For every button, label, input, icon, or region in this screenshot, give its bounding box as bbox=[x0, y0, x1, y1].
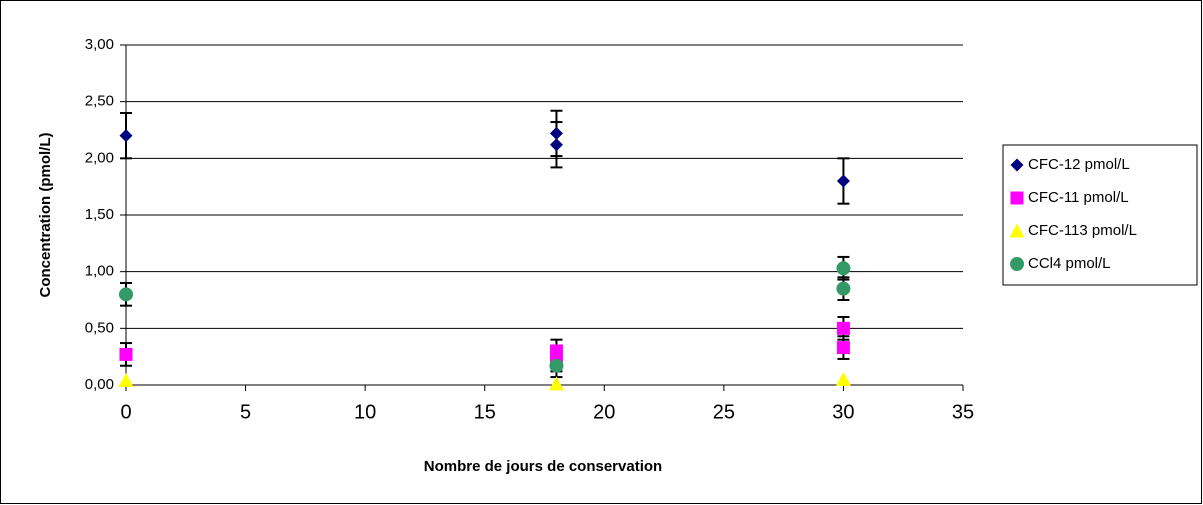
point bbox=[118, 372, 134, 387]
legend-marker bbox=[1010, 191, 1024, 205]
x-tick-label: 0 bbox=[120, 401, 131, 423]
y-axis-title: Concentration (pmol/L) bbox=[37, 133, 54, 298]
legend-box bbox=[1002, 144, 1198, 286]
legend-marker bbox=[1010, 257, 1024, 271]
point bbox=[548, 376, 564, 391]
y-tick-label: 2,50 bbox=[85, 93, 114, 110]
y-tick-label: 2,00 bbox=[85, 149, 114, 166]
x-tick-label: 5 bbox=[240, 401, 251, 423]
x-tick-label: 30 bbox=[832, 401, 854, 423]
point bbox=[835, 371, 851, 386]
y-tick-label: 1,50 bbox=[85, 206, 114, 223]
x-tick-label: 20 bbox=[593, 401, 615, 423]
y-tick-label: 0,00 bbox=[85, 376, 114, 393]
legend-marker bbox=[1010, 158, 1024, 172]
legend-label: CCl4 pmol/L bbox=[1028, 255, 1111, 272]
point bbox=[119, 287, 133, 302]
point bbox=[836, 174, 850, 188]
legend-label: CFC-113 pmol/L bbox=[1028, 222, 1137, 239]
legend-label: CFC-11 pmol/L bbox=[1028, 189, 1129, 206]
legend-label: CFC-12 pmol/L bbox=[1028, 156, 1130, 173]
point bbox=[119, 347, 133, 361]
point bbox=[836, 261, 851, 276]
point bbox=[549, 358, 564, 373]
x-tick-label: 15 bbox=[474, 401, 496, 423]
point bbox=[836, 281, 851, 296]
point bbox=[119, 129, 133, 143]
y-tick-label: 0,50 bbox=[85, 319, 114, 336]
point bbox=[549, 126, 563, 140]
x-axis-title: Nombre de jours de conservation bbox=[424, 458, 662, 475]
x-tick-label: 35 bbox=[952, 401, 974, 423]
point bbox=[836, 341, 850, 355]
y-tick-label: 3,00 bbox=[85, 36, 114, 53]
x-tick-label: 25 bbox=[713, 401, 735, 423]
y-tick-label: 1,00 bbox=[85, 263, 114, 280]
point bbox=[549, 138, 563, 152]
legend-marker bbox=[1009, 223, 1025, 238]
x-tick-label: 10 bbox=[354, 401, 376, 423]
point bbox=[836, 321, 850, 335]
